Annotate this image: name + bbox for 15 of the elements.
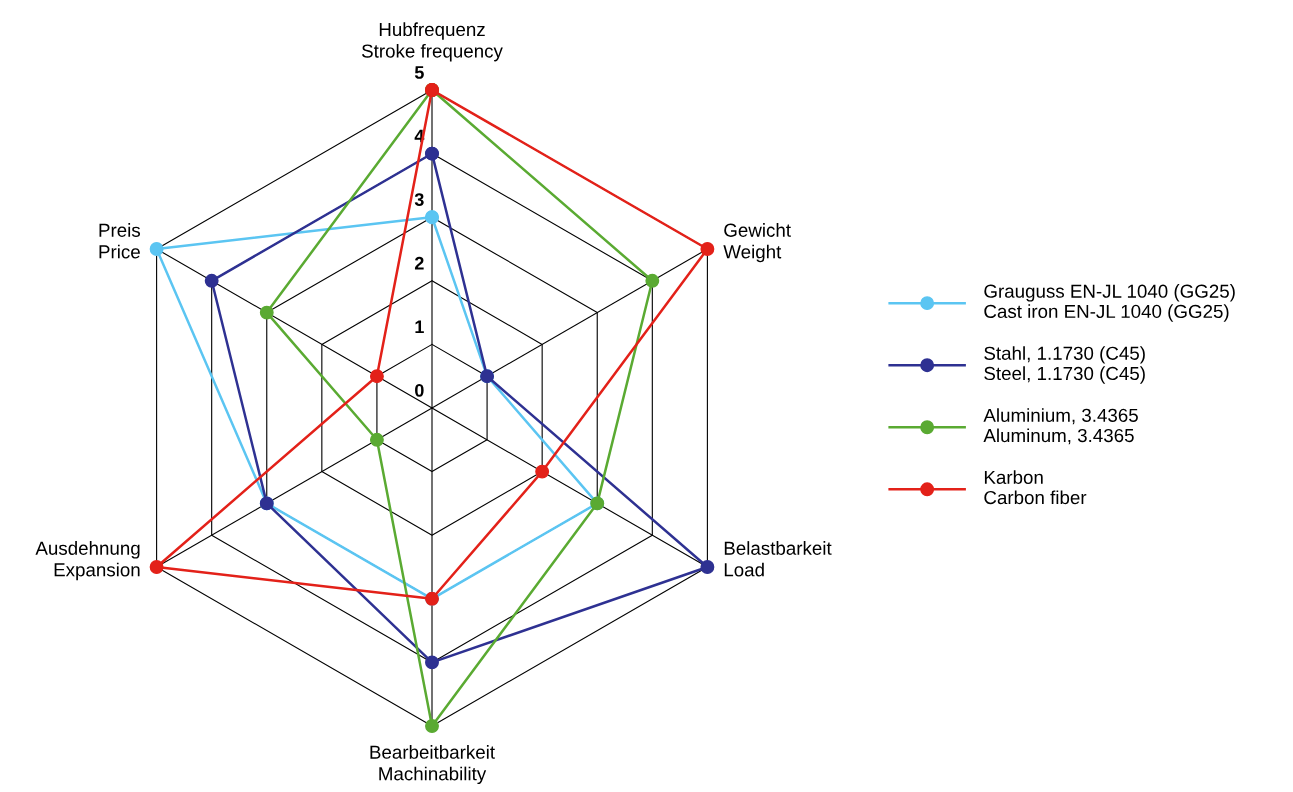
spoke-label: Bearbeitbarkeit Machinability <box>370 745 495 785</box>
y-tick-label: 1 <box>415 320 424 334</box>
y-tick-label: 3 <box>414 193 424 207</box>
spoke-label: Belastbarkeit Load <box>724 541 832 577</box>
legend-label: Aluminium, 3.4365 Aluminum, 3.4365 <box>983 408 1138 445</box>
legend-label: Karbon Carbon fiber <box>984 470 1087 505</box>
y-tick-label: 2 <box>414 256 424 270</box>
y-tick-label: 5 <box>414 66 424 79</box>
legend-label: Stahl, 1.1730 (C45) Steel, 1.1730 (C45) <box>984 346 1145 384</box>
legend-label: Grauguss EN-JL 1040 (GG25) Cast iron EN-JL 1040 (GG25) <box>984 284 1235 322</box>
spoke-label: Hubfrequenz Stroke frequency <box>361 22 503 62</box>
y-tick-label: 0 <box>415 384 424 397</box>
spoke-label: Gewicht Weight <box>723 223 791 263</box>
spoke-label: Preis Price <box>99 223 141 259</box>
spoke-label: Ausdehnung Expansion <box>35 541 140 581</box>
